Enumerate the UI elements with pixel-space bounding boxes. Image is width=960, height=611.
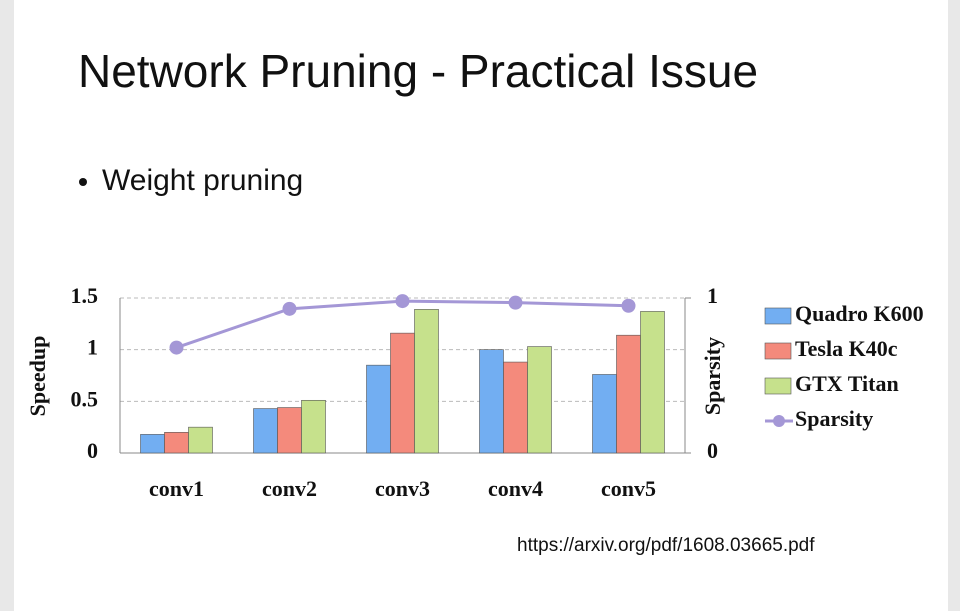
bar xyxy=(277,407,302,454)
bar xyxy=(616,334,641,454)
legend-label: Tesla K40c xyxy=(795,336,898,361)
y-axis-title: Speedup xyxy=(25,336,50,417)
bar xyxy=(164,432,189,454)
x-tick-label: conv3 xyxy=(375,476,430,501)
bar xyxy=(188,426,213,454)
line-marker xyxy=(169,340,184,355)
bar xyxy=(140,434,165,454)
legend-label: GTX Titan xyxy=(795,371,899,396)
line-marker xyxy=(282,301,297,316)
bar xyxy=(503,361,528,454)
y-tick-label: 1.5 xyxy=(71,283,99,308)
y2-tick-label: 0 xyxy=(707,438,718,463)
x-tick-label: conv4 xyxy=(488,476,543,501)
legend-label: Quadro K600 xyxy=(795,301,924,326)
bar xyxy=(414,309,439,454)
legend-swatch xyxy=(764,307,792,325)
slide-title: Network Pruning - Practical Issue xyxy=(78,45,758,97)
bar xyxy=(253,408,278,454)
y2-tick-label: 1 xyxy=(707,283,718,308)
x-tick-label: conv1 xyxy=(149,476,204,501)
right-edge xyxy=(948,0,960,611)
bar xyxy=(592,374,617,454)
legend-label: Sparsity xyxy=(795,406,873,431)
y-tick-label: 0 xyxy=(87,438,98,463)
x-tick-label: conv2 xyxy=(262,476,317,501)
bar xyxy=(527,346,552,454)
bar xyxy=(479,349,504,454)
bullet-dot xyxy=(79,178,87,186)
bar xyxy=(640,311,665,454)
line-marker xyxy=(395,294,410,309)
legend-swatch xyxy=(764,377,792,395)
bar xyxy=(301,399,326,454)
y2-axis-title: Sparsity xyxy=(700,337,725,415)
source-url: https://arxiv.org/pdf/1608.03665.pdf xyxy=(517,535,815,556)
line-marker xyxy=(508,295,523,310)
line-marker xyxy=(621,298,636,313)
bar xyxy=(366,364,391,454)
legend-swatch xyxy=(764,342,792,360)
bullet-text: Weight pruning xyxy=(102,164,303,197)
bar xyxy=(390,332,415,454)
left-edge xyxy=(0,0,14,611)
y-tick-label: 1 xyxy=(87,335,98,360)
legend-marker xyxy=(773,415,785,427)
y-tick-label: 0.5 xyxy=(71,386,99,411)
x-tick-label: conv5 xyxy=(601,476,656,501)
